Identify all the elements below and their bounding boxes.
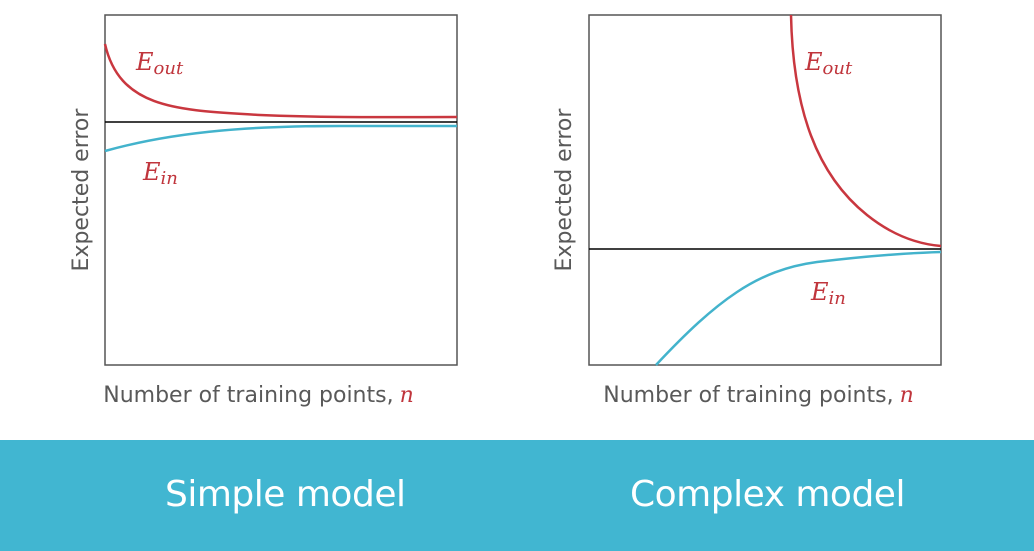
x-axis-label: Number of training points, n (500, 383, 1017, 408)
ein-label: Ein (142, 158, 178, 189)
complex-plot-svg: Expected error Eout Ein (552, 14, 942, 366)
y-axis-label: Expected error (552, 108, 577, 272)
plot-frame (104, 14, 458, 366)
caption-band (0, 440, 1034, 551)
simple-model-plot: Expected error Eout Ein Number of traini… (0, 0, 517, 440)
x-axis-label: Number of training points, n (0, 383, 517, 408)
eout-label: Eout (804, 48, 853, 79)
x-axis-label-text: Number of training points, (603, 383, 894, 408)
complex-model-plot: Expected error Eout Ein Number of traini… (517, 0, 1034, 440)
simple-plot-svg: Expected error Eout Ein (69, 14, 458, 366)
eout-curve (103, 43, 458, 119)
ein-curve (655, 250, 942, 366)
x-axis-variable: n (899, 383, 914, 408)
x-axis-label-text: Number of training points, (103, 383, 394, 408)
eout-curve (789, 14, 942, 248)
y-axis-label: Expected error (69, 108, 94, 272)
ein-label: Ein (810, 278, 846, 309)
complex-model-caption: Complex model (630, 474, 905, 515)
eout-label: Eout (135, 48, 184, 79)
plot-frame (588, 14, 942, 366)
ein-curve (104, 124, 457, 153)
simple-model-caption: Simple model (165, 474, 406, 515)
x-axis-variable: n (399, 383, 414, 408)
